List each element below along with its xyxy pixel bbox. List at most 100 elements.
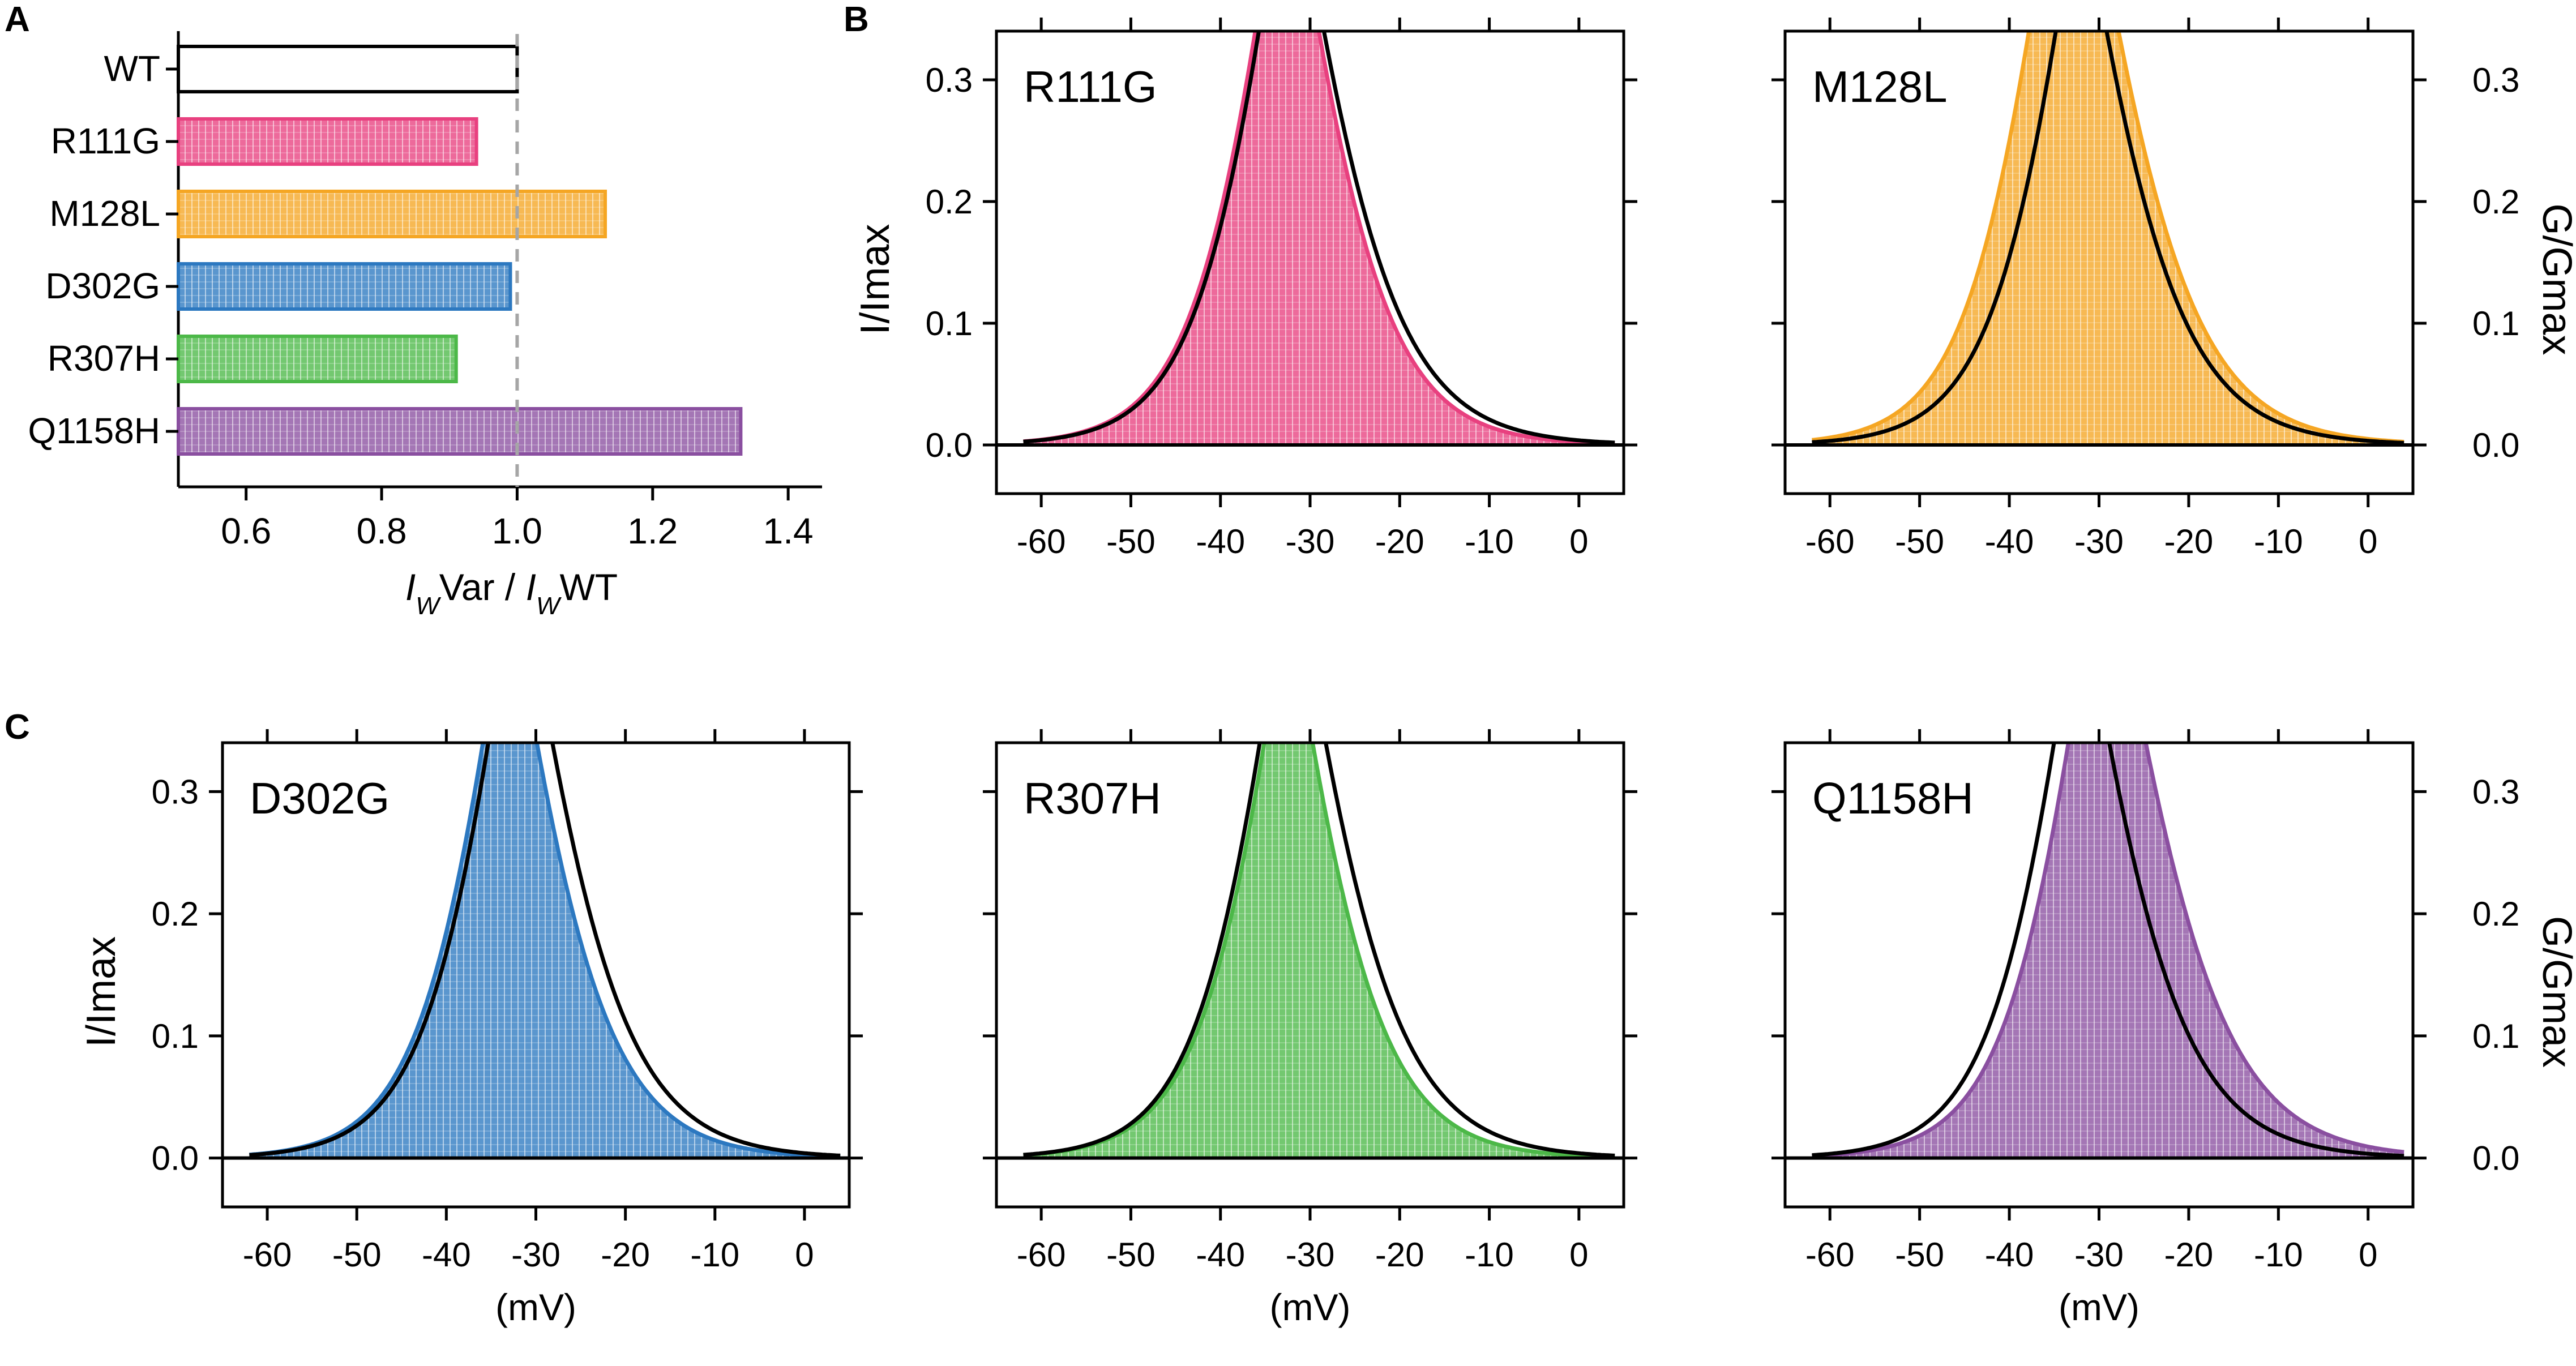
y-axis-title-right: G/Gmax	[2534, 916, 2576, 1068]
variant-inactivation-curve	[2116, 31, 2404, 444]
category-label-r111g: R111G	[51, 121, 160, 161]
y-axis-title-right: G/Gmax	[2534, 203, 2576, 355]
x-tick-label: -30	[2074, 1236, 2124, 1274]
wt-activation-curve	[1812, 31, 2058, 444]
x-tick-label: -10	[2254, 523, 2303, 560]
x-tick-label: 0	[1569, 523, 1588, 560]
wt-activation-curve	[249, 743, 490, 1157]
y-axis-title-left: I/Imax	[79, 936, 124, 1047]
bar-m128l	[177, 190, 607, 238]
x-tick-label: -40	[1196, 523, 1245, 560]
bar-q1158h	[177, 407, 743, 456]
y-tick-label: 0.3	[152, 773, 199, 811]
wt-inactivation-curve	[1321, 31, 1615, 445]
variant-inactivation-curve	[1316, 31, 1615, 446]
x-tick-label: -50	[1106, 523, 1156, 560]
x-tick-label: -10	[1465, 523, 1514, 560]
y-tick-label: 0.1	[926, 305, 973, 342]
bar-r307h	[177, 335, 458, 383]
y-tick-label: 0.0	[152, 1140, 199, 1177]
y-tick-label-right: 0.3	[2472, 773, 2519, 811]
y-tick-label: 0.2	[926, 183, 973, 221]
x-tick-label: -20	[1375, 1236, 1424, 1274]
x-tick-label: -20	[1375, 523, 1424, 560]
x-tick-label: -30	[511, 1236, 560, 1274]
x-tick-label: -10	[1465, 1236, 1514, 1274]
wt-inactivation-curve	[2107, 743, 2404, 1158]
y-tick-label-right: 0.1	[2472, 305, 2519, 342]
x-axis-title: (mV)	[495, 1286, 576, 1328]
panel-a-x-tick-label: 1.0	[492, 511, 542, 551]
x-tick-label: -20	[2164, 1236, 2214, 1274]
variant-activation-curve	[1812, 743, 2070, 1158]
x-tick-label: -50	[332, 1236, 382, 1274]
wt-activation-curve	[1023, 31, 1261, 444]
panel-letter-a: A	[5, 0, 30, 39]
x-tick-label: -40	[1196, 1236, 1245, 1274]
x-tick-label: -60	[1805, 523, 1855, 560]
y-tick-label-right: 0.3	[2472, 61, 2519, 99]
panel-a-x-axis-title: IWVar / IWWT	[405, 566, 618, 620]
y-tick-label: 0.1	[152, 1017, 199, 1055]
y-tick-label: 0.3	[926, 61, 973, 99]
x-tick-label: -40	[1985, 1236, 2034, 1274]
y-tick-label-right: 0.2	[2472, 183, 2519, 221]
x-axis-title: (mV)	[2059, 1286, 2139, 1328]
panel-letter-b: B	[844, 0, 869, 39]
panel-a-x-tick-label: 0.8	[357, 511, 407, 551]
voltage-curve-panels: -60 -50 -40 -30 -20 -10 0 0.0 0.1 0.2 0.3 R111G I/Im…	[79, 18, 2576, 1328]
x-tick-label: -30	[2074, 523, 2124, 560]
panel-a-x-tick-label: 0.6	[221, 511, 271, 551]
variant-name-label: M128L	[1812, 62, 1948, 112]
y-tick-label-right: 0.0	[2472, 426, 2519, 464]
category-label-r307h: R307H	[48, 338, 160, 379]
wt-activation-curve	[1812, 743, 2056, 1158]
window-current-area	[249, 743, 841, 1158]
x-tick-label: 0	[2359, 523, 2377, 560]
x-tick-label: 0	[795, 1236, 814, 1274]
wt-inactivation-curve	[1324, 743, 1615, 1158]
y-tick-label: 0.2	[152, 895, 199, 933]
x-tick-label: -60	[1805, 1236, 1855, 1274]
panel-letter-c: C	[5, 708, 30, 747]
variant-name-label: Q1158H	[1812, 773, 1974, 823]
y-axis-title-left: I/Imax	[853, 224, 898, 335]
panel-a-x-tick-label: 1.4	[763, 511, 814, 551]
y-tick-label: 0.0	[926, 426, 973, 464]
x-tick-label: -60	[1017, 1236, 1066, 1274]
category-label-m128l: M128L	[49, 193, 160, 234]
x-tick-label: -20	[601, 1236, 650, 1274]
panel-a-x-tick-label: 1.2	[627, 511, 678, 551]
x-tick-label: -30	[1286, 1236, 1335, 1274]
x-tick-label: -50	[1895, 523, 1944, 560]
x-tick-label: -40	[1985, 523, 2034, 560]
window-current-area	[1023, 743, 1615, 1158]
panel-r307h: -60 -50 -40 -30 -20 -10 0 R307H (mV)	[983, 729, 1637, 1328]
variant-activation-curve	[1812, 31, 2031, 442]
wt-inactivation-curve	[2104, 31, 2404, 445]
bar-r111g	[177, 117, 478, 166]
category-label-wt: WT	[104, 48, 161, 89]
window-current-area	[1812, 743, 2404, 1158]
x-tick-label: 0	[2359, 1236, 2377, 1274]
category-label-q1158h: Q1158H	[28, 410, 160, 451]
bar-d302g	[177, 262, 512, 311]
variant-name-label: D302G	[250, 773, 390, 823]
variant-name-label: R307H	[1024, 773, 1161, 823]
panel-a-bar-chart: WT R111G M128L D302G R307H Q1158H 0.6 0.8 1.0 1.2…	[28, 31, 822, 620]
y-tick-label-right: 0.0	[2472, 1140, 2519, 1177]
y-tick-label-right: 0.2	[2472, 895, 2519, 933]
panel-r111g: -60 -50 -40 -30 -20 -10 0 0.0 0.1 0.2 0.3 R111G I/Im…	[853, 18, 1637, 560]
x-tick-label: -10	[2254, 1236, 2303, 1274]
x-tick-label: -40	[422, 1236, 471, 1274]
panel-m128l: -60 -50 -40 -30 -20 -10 0 0.0 0.1 0.2 0.3 M128L G/Gm…	[1771, 18, 2576, 560]
window-current-area	[1023, 31, 1615, 445]
x-tick-label: -60	[1017, 523, 1066, 560]
panel-d302g: -60 -50 -40 -30 -20 -10 0 0.0 0.1 0.2 0.3 D302G I/Im…	[79, 729, 863, 1328]
variant-inactivation-curve	[1310, 743, 1615, 1159]
variant-inactivation-curve	[534, 743, 841, 1159]
variant-inactivation-curve	[2143, 743, 2404, 1154]
panel-q1158h: -60 -50 -40 -30 -20 -10 0 0.0 0.1 0.2 0.3 Q1158H G/G…	[1771, 729, 2576, 1328]
category-label-d302g: D302G	[45, 266, 160, 306]
